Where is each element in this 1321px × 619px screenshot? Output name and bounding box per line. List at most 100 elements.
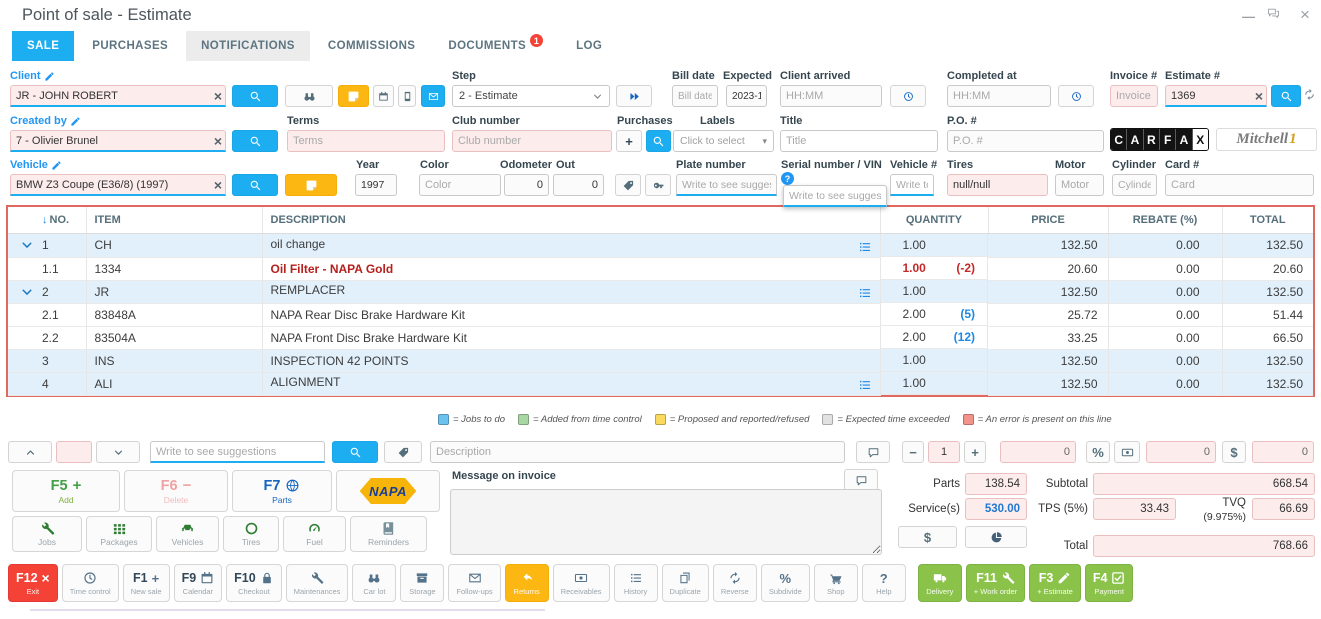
tab-log[interactable]: LOG [561, 31, 617, 61]
f5-add-button[interactable]: F5 + Add [12, 470, 120, 512]
category-fuel[interactable]: Fuel [283, 516, 346, 552]
position-input[interactable] [56, 441, 92, 463]
line-details-icon[interactable] [858, 240, 872, 254]
item-search-button[interactable] [332, 441, 378, 463]
table-row[interactable]: 1 CH oil change 1.00 132.50 0.00 132.50 [8, 233, 1313, 258]
col-price[interactable]: PRICE [988, 207, 1109, 234]
category-packages[interactable]: Packages [86, 516, 152, 552]
toolbar-returns[interactable]: Returns [504, 564, 549, 602]
title-input[interactable] [780, 130, 938, 152]
col-description[interactable]: DESCRIPTION [262, 207, 881, 234]
toolbar-duplicate[interactable]: Duplicate [661, 564, 709, 602]
tps-value[interactable]: 33.43 [1093, 498, 1176, 520]
qty-plus-button[interactable]: + [964, 441, 986, 463]
services-total[interactable]: 530.00 [965, 498, 1027, 520]
client-calendar-button[interactable] [373, 85, 394, 107]
client-phone-button[interactable] [398, 85, 416, 107]
toolbar-reverse[interactable]: Reverse [712, 564, 757, 602]
vehicle-search-button[interactable] [232, 174, 278, 196]
rebate-input[interactable] [1146, 441, 1216, 463]
po-input[interactable] [947, 130, 1104, 152]
toolbar-new-sale[interactable]: F1 + New sale [122, 564, 170, 602]
refresh-icon[interactable] [1303, 88, 1316, 101]
clear-icon[interactable]: × [1254, 88, 1263, 104]
chat-button[interactable] [1267, 7, 1280, 20]
item-tag-button[interactable] [384, 441, 422, 463]
table-row[interactable]: 2.1 83848A NAPA Rear Disc Brake Hardware K… [8, 303, 1313, 327]
clear-icon[interactable]: × [213, 88, 222, 104]
tab-commissions[interactable]: COMMISSIONS [313, 31, 430, 61]
client-email-button[interactable] [421, 85, 445, 107]
next-step-button[interactable] [616, 85, 652, 107]
comment-button[interactable] [856, 441, 890, 463]
toolbar-help[interactable]: ? Help [861, 564, 906, 602]
col-total[interactable]: TOTAL [1222, 207, 1313, 234]
table-row[interactable]: 1.1 1334 Oil Filter - NAPA Gold 1.00 (-2) 20.… [8, 257, 1313, 281]
col-item[interactable]: ITEM [86, 207, 263, 234]
estimate-input[interactable] [1165, 85, 1267, 107]
terms-input[interactable] [287, 130, 445, 152]
toolbar-history[interactable]: History [613, 564, 658, 602]
invoice-input[interactable] [1110, 85, 1158, 107]
col-quantity[interactable]: QUANTITY [880, 207, 989, 234]
toolbar-receivables[interactable]: Receivables [552, 564, 610, 602]
toolbar-work-order[interactable]: F11 + Work order [965, 564, 1026, 602]
purchases-search-button[interactable] [646, 130, 671, 152]
category-jobs[interactable]: Jobs [12, 516, 82, 552]
col-rebate[interactable]: REBATE (%) [1108, 207, 1223, 234]
minimize-button[interactable]: — [1242, 9, 1255, 24]
expand-chevron-icon[interactable] [20, 238, 34, 252]
club-number-input[interactable] [452, 130, 612, 152]
line-details-icon[interactable] [858, 286, 872, 300]
subtotal-value[interactable]: 668.54 [1093, 473, 1315, 495]
key-button[interactable] [645, 174, 671, 196]
out-input[interactable] [553, 174, 604, 196]
money-button[interactable] [1114, 441, 1140, 463]
item-code-input[interactable] [150, 441, 325, 463]
category-tires[interactable]: Tires [223, 516, 279, 552]
tvq-value[interactable]: 66.69 [1252, 498, 1315, 520]
amount-input[interactable] [1252, 441, 1314, 463]
card-input[interactable] [1165, 174, 1314, 196]
tab-notifications[interactable]: NOTIFICATIONS [186, 31, 310, 61]
tab-purchases[interactable]: PURCHASES [77, 31, 183, 61]
client-search-button[interactable] [232, 85, 278, 107]
toolbar-subdivide[interactable]: % Subdivide [760, 564, 810, 602]
toolbar-car-lot[interactable]: Car lot [352, 564, 397, 602]
created-by-search-button[interactable] [232, 130, 278, 152]
toolbar-payment[interactable]: F4 Payment [1084, 564, 1134, 602]
move-up-button[interactable] [8, 441, 52, 463]
toolbar-delivery[interactable]: Delivery [917, 564, 962, 602]
toolbar-storage[interactable]: Storage [400, 564, 445, 602]
estimate-search-button[interactable] [1271, 85, 1301, 107]
tab-sale[interactable]: SALE [12, 31, 75, 61]
vehicle-note-button[interactable] [285, 174, 337, 196]
plate-number-input[interactable] [676, 174, 777, 196]
client-note-button[interactable] [338, 85, 369, 107]
close-button[interactable]: × [1300, 5, 1310, 24]
cylinder-input[interactable] [1112, 174, 1157, 196]
table-row[interactable]: 2.2 83504A NAPA Front Disc Brake Hardware … [8, 326, 1313, 350]
message-textarea[interactable] [450, 489, 882, 555]
toolbar-calendar[interactable]: F9 Calendar [173, 564, 223, 602]
client-arrived-input[interactable] [780, 85, 882, 107]
f7-parts-button[interactable]: F7 Parts [232, 470, 332, 512]
toolbar-time-control[interactable]: Time control [61, 564, 119, 602]
clear-icon[interactable]: × [213, 177, 222, 193]
tag-button[interactable] [615, 174, 641, 196]
help-icon[interactable]: ? [781, 172, 794, 185]
toolbar-maintenances[interactable]: Maintenances [285, 564, 349, 602]
toolbar-estimate[interactable]: F3 + Estimate [1029, 564, 1081, 602]
dollar-button[interactable]: $ [1222, 441, 1246, 463]
edit-icon[interactable] [44, 71, 55, 82]
line-details-icon[interactable] [858, 378, 872, 392]
client-input[interactable] [10, 85, 226, 107]
color-input[interactable] [419, 174, 501, 196]
completed-at-clock-button[interactable] [1058, 85, 1094, 107]
year-input[interactable] [355, 174, 397, 196]
created-by-input[interactable] [10, 130, 226, 152]
client-history-button[interactable] [285, 85, 333, 107]
edit-icon[interactable] [70, 116, 81, 127]
expand-chevron-icon[interactable] [20, 285, 34, 299]
